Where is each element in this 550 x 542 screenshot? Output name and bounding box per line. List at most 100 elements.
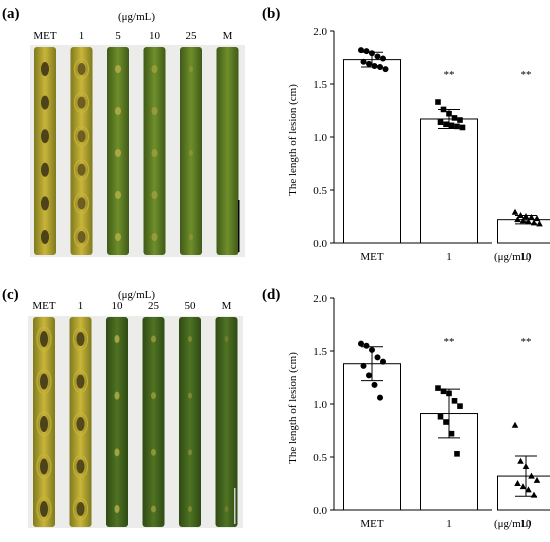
lesion-spot <box>41 62 49 76</box>
panel-a-photo-background <box>30 45 245 257</box>
significance-marker: ** <box>444 69 455 81</box>
lesion-spot <box>77 197 86 210</box>
lesion-halo <box>72 454 89 479</box>
category-label: 1 <box>446 518 452 530</box>
column-label-c-3: 25 <box>148 300 160 312</box>
lesion-spot <box>76 459 85 474</box>
data-point <box>440 106 447 113</box>
lesion-spot <box>189 66 193 72</box>
lesion-spot <box>40 416 48 432</box>
column-label-c-4: 50 <box>185 300 197 312</box>
data-point <box>511 208 519 215</box>
lesion-halo <box>72 412 89 436</box>
data-point <box>525 218 532 225</box>
data-point <box>380 55 386 62</box>
leaf-c-3 <box>142 317 165 527</box>
y-tick-label: 2.0 <box>313 293 327 305</box>
chart-b-plot: 0.0 0.5 1.0 1.5 2.0 MET ** 1 ** 10(μg/mL) <box>313 26 550 263</box>
data-point <box>533 215 541 222</box>
data-point <box>369 346 375 353</box>
lesion-halo <box>36 326 52 352</box>
category-label: 1 <box>446 251 452 263</box>
column-label-a-5: M <box>223 30 233 42</box>
data-point <box>435 385 441 391</box>
lesion-spot <box>41 162 49 177</box>
lesion-spot <box>76 374 85 389</box>
category-label: 10 <box>521 251 533 263</box>
category-label: 10 <box>521 518 533 530</box>
data-point <box>448 122 455 129</box>
panel-a-scale-bar <box>238 200 240 252</box>
data-point <box>371 381 378 388</box>
lesion-spot <box>151 149 158 157</box>
panel-a-leaves <box>34 47 239 255</box>
data-point <box>519 483 527 490</box>
lesion-spot <box>151 107 158 115</box>
lesion-spot <box>115 149 121 157</box>
data-point <box>446 110 452 117</box>
chart-b-panel-label: (b) <box>262 6 280 22</box>
data-point <box>536 220 543 227</box>
data-point <box>454 123 460 130</box>
lesion-halo <box>36 453 52 480</box>
data-point <box>440 388 447 395</box>
data-point <box>530 491 538 498</box>
data-point <box>377 64 383 71</box>
panel-a-column-labels: MET 1 5 10 25 M <box>33 30 232 42</box>
panel-c-photo-background <box>28 316 243 528</box>
panel-c-leaves <box>33 317 238 527</box>
lesion-spot <box>188 449 192 456</box>
data-point <box>382 66 389 73</box>
lesion-spot <box>151 392 156 400</box>
data-point <box>374 354 381 361</box>
panel-c-column-labels: MET 1 10 25 50 M <box>32 300 231 312</box>
data-point <box>451 398 458 404</box>
data-point <box>514 480 521 486</box>
column-label-a-1: 1 <box>79 30 85 42</box>
lesion-spot <box>224 336 229 342</box>
y-tick-label: 1.5 <box>313 79 327 91</box>
panel-a-label: (a) <box>2 6 20 22</box>
lesion-spot <box>115 107 121 115</box>
lesion-spot <box>40 501 48 517</box>
data-point <box>435 99 441 105</box>
chart-d-panel-label: (d) <box>262 287 280 303</box>
data-point <box>517 211 524 218</box>
data-point <box>371 62 378 69</box>
column-label-c-0: MET <box>32 300 56 312</box>
significance-marker: ** <box>444 336 455 348</box>
data-point <box>519 217 527 224</box>
column-label-c-1: 1 <box>78 300 84 312</box>
data-point <box>511 421 519 428</box>
leaf-c-4 <box>179 317 201 527</box>
data-point <box>369 50 375 57</box>
lesion-spot <box>151 448 156 456</box>
leaf-a-0 <box>34 47 56 255</box>
y-tick-label: 0.0 <box>313 505 327 517</box>
leaf-a-1 <box>70 47 93 255</box>
x-unit-label: (μg/mL) <box>494 518 531 530</box>
data-point <box>528 214 535 221</box>
lesion-spot <box>189 234 193 240</box>
data-point <box>437 119 444 125</box>
data-point <box>358 47 364 54</box>
lesion-spot <box>115 233 121 241</box>
lesion-halo <box>73 192 90 214</box>
y-tick-label: 1.5 <box>313 346 327 358</box>
panel-a-unit: (μg/mL) <box>118 11 155 23</box>
data-point <box>528 472 535 479</box>
bar-10 <box>497 475 550 511</box>
category-label: MET <box>360 251 384 263</box>
lesion-spot <box>114 448 120 457</box>
lesion-halo <box>36 411 52 437</box>
panel-c: (c) (μg/mL) MET 1 10 25 50 M <box>2 287 243 528</box>
leaf-a-5 <box>216 47 239 255</box>
y-tick-label: 2.0 <box>313 26 327 38</box>
data-point <box>358 340 364 347</box>
data-point <box>443 121 449 128</box>
data-point <box>377 394 383 401</box>
data-point <box>517 457 524 464</box>
lesion-halo <box>73 58 90 80</box>
lesion-halo <box>72 369 89 394</box>
